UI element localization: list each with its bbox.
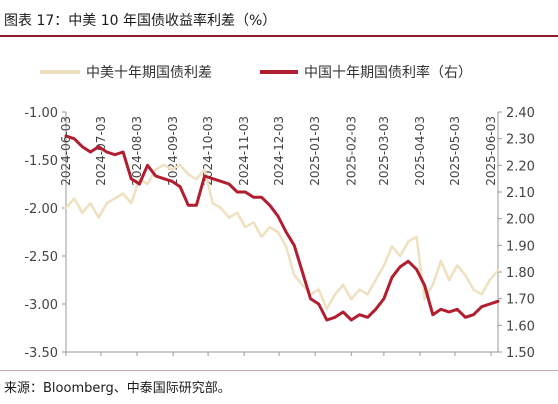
axes	[65, 112, 499, 353]
source-note: 来源：Bloomberg、中泰国际研究部。	[4, 381, 231, 396]
x-tick-label: 2024-12-03	[272, 116, 286, 186]
line-chart: 中美十年期国债利差 中国十年期国债利率（右） 2024-06-03 2024-07…	[24, 64, 535, 361]
y-left-tick-label: -3.50	[24, 346, 58, 361]
y-right-tick-labels: 2.40 2.30 2.20 2.10 2.00 1.90 1.80 1.70 1.60 1.50	[498, 106, 535, 361]
x-tick-label: 2025-05-03	[448, 116, 462, 186]
x-tick-labels: 2024-06-03 2024-07-03 2024-08-03 2024-09-03…	[59, 116, 498, 356]
y-left-tick-label: -2.50	[24, 250, 58, 265]
y-right-tick-label: 2.30	[506, 133, 535, 148]
y-right-tick-label: 2.40	[506, 106, 535, 121]
y-left-tick-labels: -1.00 -1.50 -2.00 -2.50 -3.00 -3.50	[24, 106, 66, 361]
chart-area: 中美十年期国债利差 中国十年期国债利率（右） 2024-06-03 2024-07…	[0, 40, 558, 370]
y-right-tick-label: 1.90	[506, 239, 535, 254]
x-tick-label: 2025-04-03	[413, 116, 427, 186]
chart-title: 图表 17：中美 10 年国债收益率利差（%）	[4, 13, 277, 29]
y-right-tick-label: 2.10	[506, 186, 535, 201]
x-tick-label: 2024-06-03	[59, 116, 73, 186]
x-tick-label: 2024-11-03	[237, 116, 251, 186]
x-tick-label: 2025-02-03	[344, 116, 358, 186]
y-right-tick-label: 1.70	[506, 293, 535, 308]
y-left-tick-label: -3.00	[24, 298, 58, 313]
legend-label-spread: 中美十年期国债利差	[86, 65, 212, 81]
legend: 中美十年期国债利差 中国十年期国债利率（右）	[40, 64, 472, 81]
legend-label-cn-yield: 中国十年期国债利率（右）	[304, 64, 472, 81]
y-left-tick-label: -1.00	[24, 106, 58, 121]
x-tick-label: 2025-01-03	[308, 116, 322, 186]
series-line-cn-yield	[64, 134, 500, 322]
x-tick-label: 2024-07-03	[94, 116, 108, 186]
x-tick-label: 2024-08-03	[130, 116, 144, 186]
y-right-tick-label: 2.20	[506, 159, 535, 174]
y-left-tick-label: -2.00	[24, 202, 58, 217]
y-right-tick-label: 2.00	[506, 213, 535, 228]
series-group	[64, 134, 500, 322]
x-tick-label: 2025-03-03	[377, 116, 391, 186]
x-tick-label: 2024-09-03	[166, 116, 180, 186]
title-divider	[0, 35, 558, 37]
footer-divider	[0, 370, 558, 371]
y-right-tick-label: 1.50	[506, 346, 535, 361]
y-right-tick-label: 1.80	[506, 266, 535, 281]
y-right-tick-label: 1.60	[506, 319, 535, 334]
x-tick-label: 2025-06-03	[484, 116, 498, 186]
y-left-tick-label: -1.50	[24, 154, 58, 169]
x-tick-label: 2024-10-03	[201, 116, 215, 186]
